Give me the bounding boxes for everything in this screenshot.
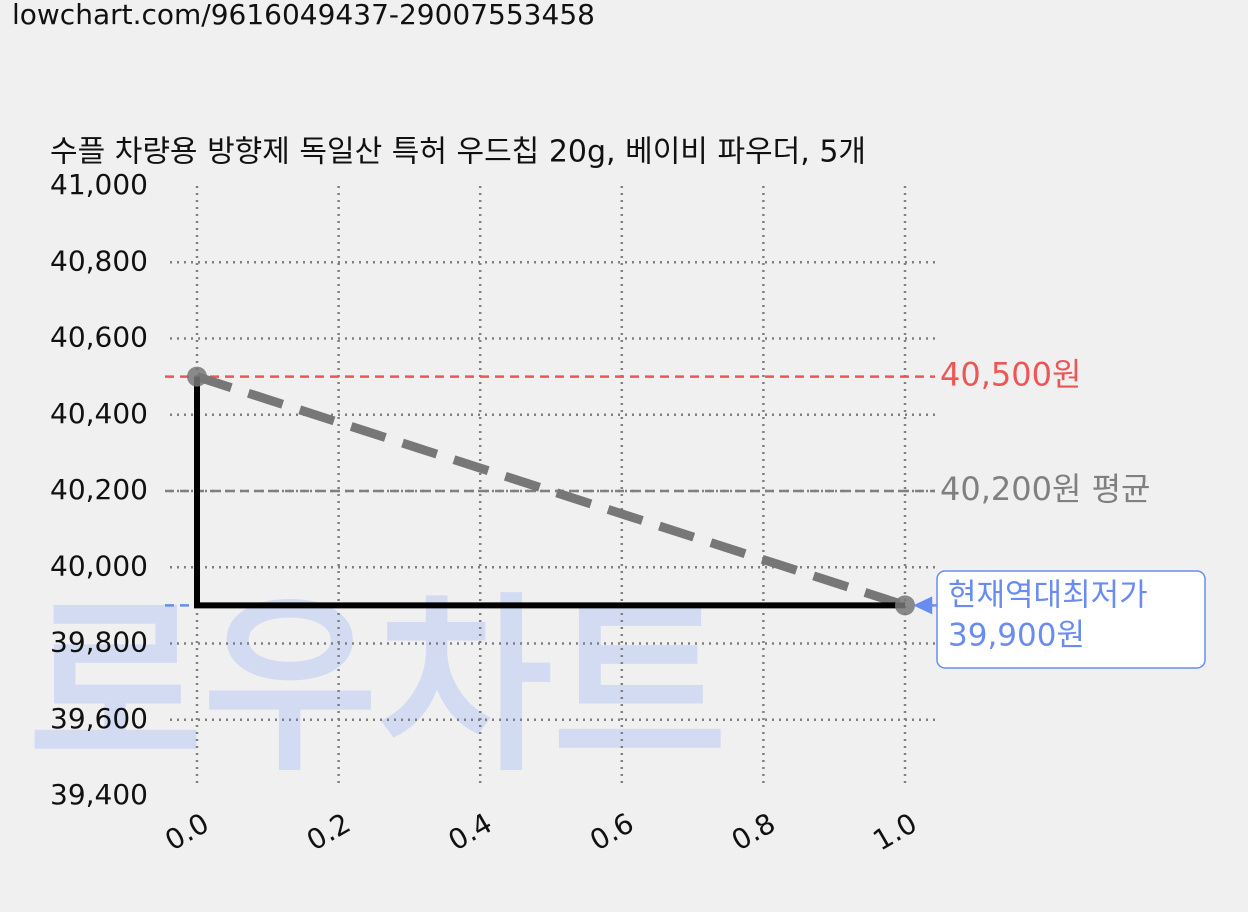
y-tick-label: 40,800 [50,244,148,277]
y-tick-label: 40,600 [50,321,148,354]
y-tick-label: 39,600 [50,702,148,735]
chart-title: 수플 차량용 방향제 독일산 특허 우드칩 20g, 베이비 파우더, 5개 [50,135,866,170]
watermark: 로우차트 [28,576,727,797]
y-tick-label: 40,000 [50,549,148,582]
point [187,366,207,387]
annotation-text: 39,900원 [948,618,1085,654]
point [895,595,915,616]
y-tick-label: 39,800 [50,626,148,659]
trend-line [195,372,907,610]
annotation-arrow [913,596,937,615]
reference-label: 40,500원 [940,356,1081,394]
y-tick-label: 41,000 [50,168,148,201]
reference-label: 40,200원 평균 [940,470,1150,508]
page-url: lowchart.com/9616049437-29007553458 [12,0,595,31]
y-tick-label: 39,400 [50,778,148,811]
annotation-box [936,570,1206,669]
annotation-text: 현재역대최저가 [948,578,1148,614]
y-tick-label: 40,200 [50,473,148,506]
y-tick-label: 40,400 [50,397,148,430]
